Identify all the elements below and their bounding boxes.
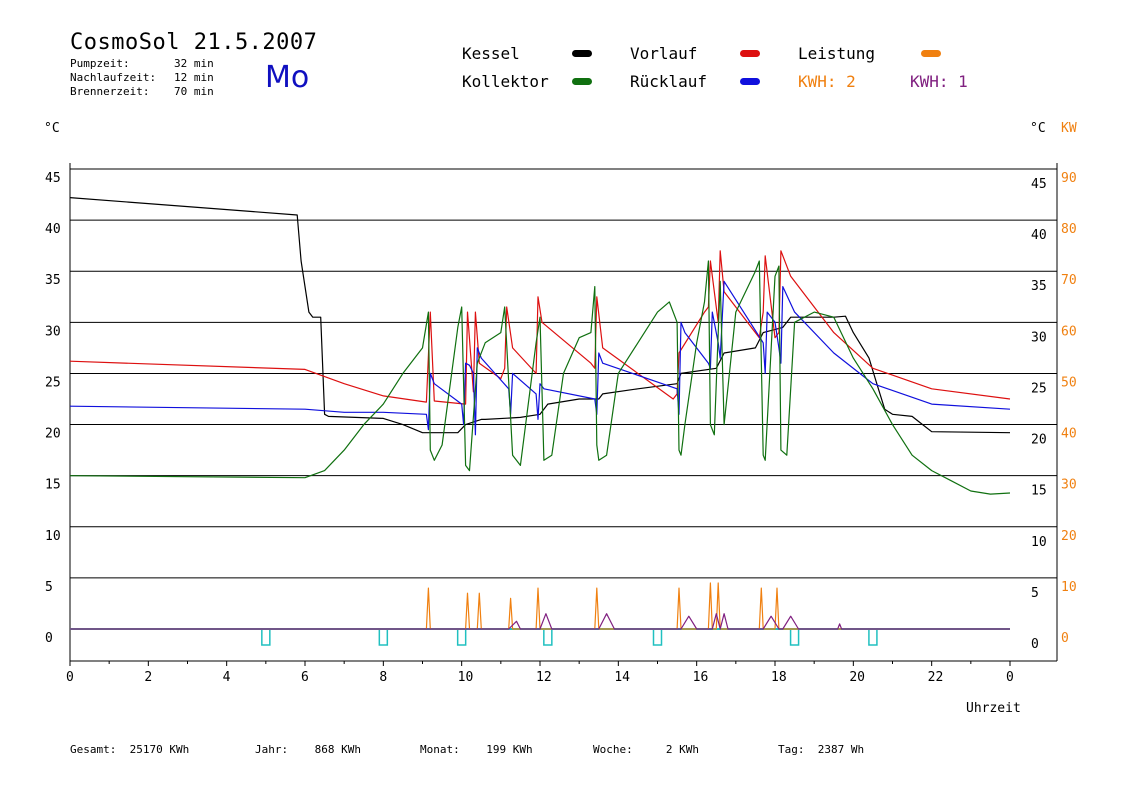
- series-kollektor: [69, 260, 1011, 495]
- x-axis-label: Uhrzeit: [966, 701, 1021, 716]
- legend-kollektor: Kollektor: [462, 72, 549, 91]
- chart-title: CosmoSol 21.5.2007: [70, 30, 318, 55]
- footer-total: Gesamt: 25170 KWh: [70, 743, 190, 756]
- legend-vorlauf-swatch: [740, 50, 760, 57]
- burner-marker: [652, 628, 663, 646]
- legend-kollektor-swatch: [572, 78, 592, 85]
- y-tick-label: 10: [45, 529, 61, 544]
- x-tick-label: 8: [379, 670, 387, 685]
- kw-tick-label: 0: [1061, 631, 1069, 646]
- legend-kessel: Kessel: [462, 44, 520, 63]
- burner-marker: [456, 628, 467, 646]
- y-tick-label: 30: [45, 324, 61, 339]
- y-right-tick-label: 25: [1031, 381, 1047, 396]
- series-kessel: [69, 197, 1011, 434]
- left-axis-unit: °C: [44, 121, 60, 136]
- y-tick-label: 40: [45, 222, 61, 237]
- y-right-tick-label: 5: [1031, 586, 1039, 601]
- x-tick-label: 0: [66, 670, 74, 685]
- x-tick-label: 20: [849, 670, 865, 685]
- info-row: Nachlaufzeit: 12 min: [70, 71, 214, 84]
- x-tick-label: 4: [223, 670, 231, 685]
- series-leistung: [70, 582, 1010, 630]
- y-right-tick-label: 15: [1031, 484, 1047, 499]
- legend-ruecklauf-swatch: [740, 78, 760, 85]
- footer-month: Monat: 199 KWh: [420, 743, 533, 756]
- kw-tick-label: 80: [1061, 222, 1077, 237]
- burner-marker: [868, 628, 878, 646]
- legend-leistung: Leistung: [798, 44, 876, 63]
- x-tick-label: 10: [458, 670, 474, 685]
- burner-marker: [543, 628, 553, 646]
- x-tick-label: 6: [301, 670, 309, 685]
- burner-marker: [789, 628, 800, 646]
- kw-tick-label: 70: [1061, 273, 1077, 288]
- y-right-tick-label: 45: [1031, 177, 1047, 192]
- kw-tick-label: 20: [1061, 529, 1077, 544]
- footer-year: Jahr: 868 KWh: [255, 743, 361, 756]
- y-right-tick-label: 35: [1031, 279, 1047, 294]
- kw-axis-unit: KW: [1061, 121, 1077, 136]
- kw-tick-label: 10: [1061, 580, 1077, 595]
- weekday-label: Mo: [265, 60, 310, 95]
- y-tick-label: 0: [45, 631, 53, 646]
- info-row: Pumpzeit: 32 min: [70, 57, 214, 70]
- y-tick-label: 15: [45, 478, 61, 493]
- y-tick-label: 20: [45, 427, 61, 442]
- info-row: Brennerzeit: 70 min: [70, 85, 214, 98]
- y-right-tick-label: 30: [1031, 330, 1047, 345]
- x-tick-label: 0: [1006, 670, 1014, 685]
- legend-ruecklauf: Rücklauf: [630, 72, 708, 91]
- legend-kwh1: KWH: 1: [910, 72, 968, 91]
- x-tick-label: 14: [614, 670, 630, 685]
- footer-day: Tag: 2387 Wh: [778, 743, 865, 756]
- series-kwh-1: [70, 613, 1010, 630]
- y-tick-label: 35: [45, 273, 61, 288]
- kw-tick-label: 90: [1061, 171, 1077, 186]
- y-right-tick-label: 20: [1031, 433, 1047, 448]
- legend-kwh2: KWH: 2: [798, 72, 856, 91]
- burner-marker: [261, 628, 271, 646]
- series-vorlauf: [69, 250, 1011, 405]
- y-tick-label: 25: [45, 375, 61, 390]
- legend-vorlauf: Vorlauf: [630, 44, 698, 63]
- footer-week: Woche: 2 KWh: [593, 743, 699, 756]
- x-tick-label: 2: [144, 670, 152, 685]
- legend-leistung-swatch: [921, 50, 941, 57]
- y-tick-label: 5: [45, 580, 53, 595]
- x-tick-label: 18: [771, 670, 787, 685]
- y-right-tick-label: 40: [1031, 228, 1047, 243]
- burner-marker: [378, 628, 389, 646]
- y-tick-label: 45: [45, 171, 61, 186]
- right-axis-unit: °C: [1030, 121, 1046, 136]
- kw-tick-label: 60: [1061, 324, 1077, 339]
- kw-tick-label: 40: [1061, 427, 1077, 442]
- x-tick-label: 22: [928, 670, 944, 685]
- x-tick-label: 16: [693, 670, 709, 685]
- kw-tick-label: 30: [1061, 478, 1077, 493]
- y-right-tick-label: 0: [1031, 637, 1039, 652]
- legend-kessel-swatch: [572, 50, 592, 57]
- y-right-tick-label: 10: [1031, 535, 1047, 550]
- x-tick-label: 12: [536, 670, 552, 685]
- info-block: Pumpzeit: 32 min Nachlaufzeit: 12 min Bren…: [70, 57, 214, 99]
- kw-tick-label: 50: [1061, 375, 1077, 390]
